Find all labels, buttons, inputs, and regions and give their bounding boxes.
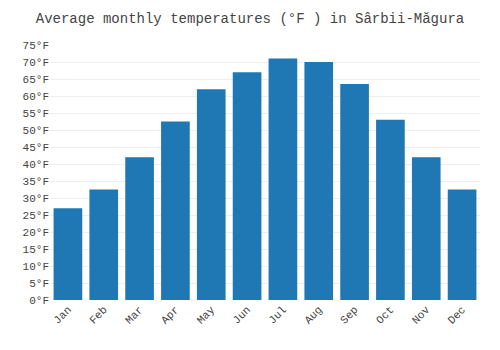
svg-text:Mar: Mar <box>123 304 145 326</box>
svg-text:45°F: 45°F <box>23 142 49 154</box>
svg-text:5°F: 5°F <box>29 278 49 290</box>
svg-text:Aug: Aug <box>302 304 324 326</box>
svg-text:20°F: 20°F <box>23 227 49 239</box>
svg-text:25°F: 25°F <box>23 210 49 222</box>
svg-text:Jun: Jun <box>231 304 253 326</box>
svg-text:30°F: 30°F <box>23 193 49 205</box>
svg-text:Oct: Oct <box>374 304 396 326</box>
svg-text:15°F: 15°F <box>23 244 49 256</box>
svg-text:65°F: 65°F <box>23 74 49 86</box>
svg-text:75°F: 75°F <box>23 40 49 52</box>
svg-text:60°F: 60°F <box>23 91 49 103</box>
svg-text:40°F: 40°F <box>23 159 49 171</box>
svg-text:70°F: 70°F <box>23 57 49 69</box>
svg-text:Jan: Jan <box>51 304 73 326</box>
svg-text:Dec: Dec <box>446 304 468 326</box>
svg-text:10°F: 10°F <box>23 261 49 273</box>
svg-text:May: May <box>195 304 218 327</box>
svg-text:Apr: Apr <box>159 304 181 326</box>
svg-text:Jul: Jul <box>266 304 288 326</box>
svg-text:0°F: 0°F <box>29 295 49 307</box>
svg-text:50°F: 50°F <box>23 125 49 137</box>
svg-text:35°F: 35°F <box>23 176 49 188</box>
svg-text:Sep: Sep <box>338 304 360 326</box>
svg-text:Average monthly temperatures (: Average monthly temperatures (°F ) in Sâ… <box>36 11 464 27</box>
svg-text:55°F: 55°F <box>23 108 49 120</box>
svg-text:Nov: Nov <box>410 304 433 327</box>
svg-text:Feb: Feb <box>87 304 109 326</box>
